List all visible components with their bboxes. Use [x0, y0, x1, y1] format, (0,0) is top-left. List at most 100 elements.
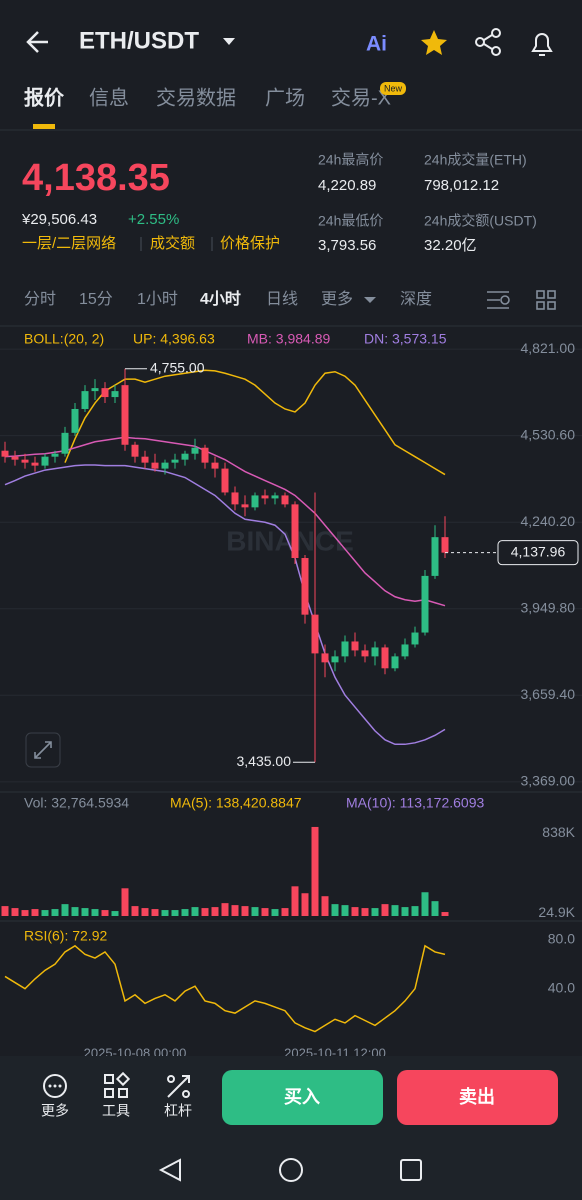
volume-bar — [391, 905, 399, 916]
nav-back[interactable] — [158, 1158, 181, 1182]
tools-icon[interactable] — [104, 1071, 131, 1098]
volume-bar — [121, 888, 129, 916]
candle-body — [141, 456, 149, 463]
tab[interactable]: 交易-X — [331, 86, 391, 109]
candle-body — [231, 492, 239, 505]
interval[interactable]: 15分 — [79, 290, 113, 308]
y-tick-label: 3,369.00 — [521, 773, 576, 789]
volume-bar — [371, 908, 379, 916]
volume-bar — [301, 893, 309, 916]
tag-link[interactable]: 一层/二层网络 — [22, 235, 116, 252]
indicator-button[interactable] — [487, 291, 510, 309]
change-percent: +2.55% — [128, 211, 179, 228]
volume-bar — [351, 907, 359, 916]
y-tick-label: 3,659.40 — [521, 686, 576, 702]
candle-body — [131, 444, 139, 457]
y-tick-label: 4,240.20 — [521, 513, 576, 529]
volume-bar — [221, 903, 229, 916]
candle-body — [101, 388, 109, 398]
tab[interactable]: 信息 — [89, 86, 129, 109]
sell-button[interactable] — [397, 1070, 558, 1125]
stat-value: 32.20亿 — [424, 237, 477, 254]
y-tick-label: 838K — [542, 824, 575, 840]
notification-bell[interactable] — [531, 33, 553, 56]
legend-text: MA(5): 138,420.8847 — [170, 795, 302, 811]
candle-body — [211, 462, 219, 469]
volume-bar — [151, 909, 159, 916]
pair-caret[interactable] — [223, 38, 235, 45]
buy-label[interactable]: 买入 — [284, 1087, 320, 1107]
legend-text: RSI(6): 72.92 — [24, 928, 107, 944]
candle-body — [171, 459, 179, 463]
volume-bar — [61, 904, 69, 916]
tab-active[interactable]: 报价 — [24, 85, 65, 109]
interval[interactable]: 1小时 — [137, 290, 178, 308]
nav-recent[interactable] — [400, 1159, 422, 1181]
candle-body — [391, 656, 399, 669]
layout-button[interactable] — [536, 290, 556, 310]
last-price-box — [497, 540, 579, 566]
volume-bar — [281, 908, 289, 916]
toolbar-label[interactable]: 更多 — [41, 1103, 69, 1119]
candle-body — [401, 644, 409, 657]
candle-body — [21, 459, 29, 463]
volume-bar — [311, 826, 319, 916]
volume-bar — [361, 908, 369, 916]
tab[interactable]: 广场 — [265, 86, 305, 109]
volume-bar — [331, 904, 339, 916]
interval[interactable]: 分时 — [24, 290, 56, 308]
candle-body — [291, 504, 299, 559]
toolbar-label[interactable]: 工具 — [102, 1103, 130, 1119]
tag-link[interactable]: 价格保护 — [220, 235, 280, 252]
watermark: BINANCE — [226, 525, 354, 556]
leverage-icon[interactable] — [167, 1075, 190, 1098]
volume-bar — [401, 907, 409, 916]
interval-active[interactable]: 4小时 — [200, 290, 241, 308]
stat-label: 24h成交量(ETH) — [424, 152, 527, 168]
y-tick-label: 80.0 — [548, 930, 575, 946]
tag-link[interactable]: 成交额 — [150, 234, 195, 252]
pair-title[interactable]: ETH/USDT — [79, 27, 199, 54]
favorite-star[interactable] — [421, 30, 447, 55]
nav-home[interactable] — [279, 1158, 303, 1182]
candle-body — [301, 558, 309, 615]
candle-body — [31, 462, 39, 466]
volume-bar — [101, 910, 109, 916]
legend-text: BOLL:(20, 2) — [24, 331, 104, 347]
tab[interactable]: 交易数据 — [156, 86, 236, 109]
candle-body — [201, 447, 209, 463]
volume-bar — [161, 910, 169, 916]
stat-value: 3,793.56 — [318, 237, 376, 254]
stat-label: 24h成交额(USDT) — [424, 213, 537, 229]
ai-button[interactable]: Ai — [366, 33, 387, 56]
share-button[interactable] — [475, 28, 501, 56]
volume-bar — [421, 892, 429, 916]
expand-button[interactable] — [25, 732, 61, 768]
volume-bar — [51, 909, 59, 916]
more-icon[interactable] — [43, 1074, 67, 1098]
candle-body — [81, 391, 89, 409]
candle-body — [311, 614, 319, 654]
interval-caret — [364, 297, 376, 303]
back-button[interactable] — [26, 31, 48, 53]
sell-label[interactable]: 卖出 — [459, 1086, 495, 1107]
volume-bar — [41, 910, 49, 916]
toolbar-label[interactable]: 杠杆 — [164, 1103, 192, 1119]
candle-body — [321, 653, 329, 663]
volume-bar — [441, 912, 449, 916]
interval[interactable]: 深度 — [400, 290, 432, 308]
nav-bar — [158, 1158, 422, 1182]
volume-bar — [11, 908, 19, 916]
candle-body — [421, 575, 429, 633]
candle-body — [121, 385, 129, 445]
candle-body — [71, 408, 79, 433]
candle-body — [161, 462, 169, 469]
boll-line — [4, 464, 446, 746]
candle-body — [181, 453, 189, 460]
interval[interactable]: 更多 — [321, 290, 353, 308]
candle-body — [371, 647, 379, 657]
buy-button[interactable] — [222, 1070, 383, 1125]
interval[interactable]: 日线 — [266, 290, 298, 308]
candle-body — [381, 647, 389, 669]
candle-body — [431, 537, 439, 576]
